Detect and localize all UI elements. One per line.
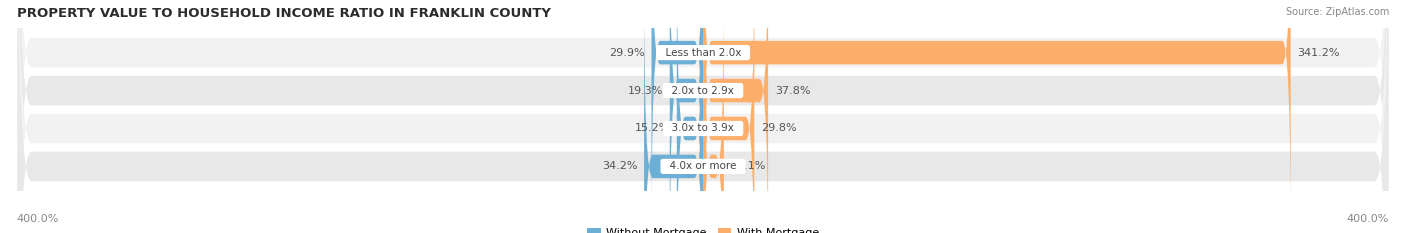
Text: 3.0x to 3.9x: 3.0x to 3.9x xyxy=(665,123,741,134)
FancyBboxPatch shape xyxy=(676,0,703,233)
Text: 15.2%: 15.2% xyxy=(634,123,669,134)
FancyBboxPatch shape xyxy=(703,0,755,233)
Text: PROPERTY VALUE TO HOUSEHOLD INCOME RATIO IN FRANKLIN COUNTY: PROPERTY VALUE TO HOUSEHOLD INCOME RATIO… xyxy=(17,7,551,20)
FancyBboxPatch shape xyxy=(669,0,703,233)
Text: 4.0x or more: 4.0x or more xyxy=(664,161,742,171)
FancyBboxPatch shape xyxy=(703,0,1291,230)
Text: Less than 2.0x: Less than 2.0x xyxy=(658,48,748,58)
Text: Source: ZipAtlas.com: Source: ZipAtlas.com xyxy=(1285,7,1389,17)
Text: 37.8%: 37.8% xyxy=(775,86,810,96)
Text: 34.2%: 34.2% xyxy=(602,161,637,171)
Text: 12.1%: 12.1% xyxy=(731,161,766,171)
FancyBboxPatch shape xyxy=(703,0,724,233)
Text: 2.0x to 2.9x: 2.0x to 2.9x xyxy=(665,86,741,96)
FancyBboxPatch shape xyxy=(17,0,1389,233)
Text: 400.0%: 400.0% xyxy=(1347,214,1389,224)
FancyBboxPatch shape xyxy=(17,0,1389,233)
Text: 29.8%: 29.8% xyxy=(761,123,797,134)
Text: 19.3%: 19.3% xyxy=(627,86,662,96)
FancyBboxPatch shape xyxy=(651,0,703,230)
FancyBboxPatch shape xyxy=(703,0,768,233)
Text: 341.2%: 341.2% xyxy=(1298,48,1340,58)
FancyBboxPatch shape xyxy=(17,0,1389,233)
FancyBboxPatch shape xyxy=(17,0,1389,233)
Legend: Without Mortgage, With Mortgage: Without Mortgage, With Mortgage xyxy=(582,223,824,233)
FancyBboxPatch shape xyxy=(644,0,703,233)
Text: 29.9%: 29.9% xyxy=(609,48,644,58)
Text: 400.0%: 400.0% xyxy=(17,214,59,224)
